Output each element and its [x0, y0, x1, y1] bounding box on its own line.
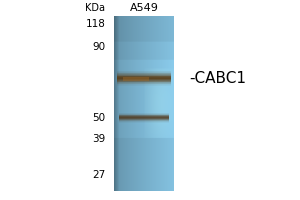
Bar [117, 75, 171, 76]
Bar [117, 82, 171, 83]
Bar [118, 121, 169, 122]
Bar [117, 74, 171, 75]
Bar [117, 76, 171, 77]
Bar [118, 113, 169, 114]
Text: A549: A549 [130, 3, 158, 13]
Bar [118, 116, 169, 117]
Bar [117, 84, 171, 85]
Bar [117, 83, 171, 84]
Text: 27: 27 [92, 170, 105, 180]
Bar [118, 118, 169, 119]
Bar [117, 85, 171, 86]
Bar [117, 71, 171, 72]
Bar [118, 117, 169, 118]
Text: -CABC1: -CABC1 [189, 71, 246, 86]
Text: 90: 90 [92, 42, 105, 52]
Bar [118, 119, 169, 120]
Bar [117, 80, 171, 81]
Bar [117, 79, 171, 80]
Bar [117, 72, 171, 73]
Text: 118: 118 [85, 19, 105, 29]
Text: KDa: KDa [85, 3, 105, 13]
Bar [117, 81, 171, 82]
Bar [122, 77, 149, 81]
Bar [118, 115, 169, 116]
Text: 50: 50 [92, 113, 105, 123]
Bar [118, 120, 169, 121]
Bar [117, 78, 171, 79]
Bar [118, 122, 169, 123]
Text: 39: 39 [92, 134, 105, 144]
Bar [117, 73, 171, 74]
Bar [117, 77, 171, 78]
Bar [118, 114, 169, 115]
